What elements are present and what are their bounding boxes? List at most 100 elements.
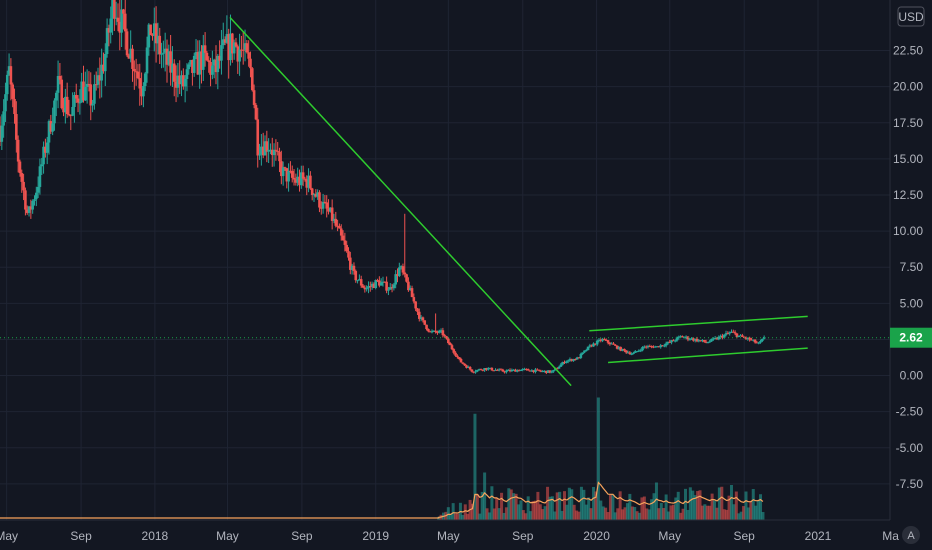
candle-body: [145, 47, 149, 74]
candle-body: [29, 206, 33, 210]
currency-button[interactable]: USD: [897, 6, 925, 27]
trendline-channel-upper[interactable]: [589, 315, 808, 332]
candle-body: [24, 190, 27, 210]
candle-body: [387, 289, 390, 291]
candle-body: [650, 346, 653, 348]
volume-bar: [679, 512, 683, 520]
candle-body: [4, 94, 7, 112]
candle-body: [666, 341, 670, 344]
candle-body: [470, 369, 474, 372]
candle-body: [127, 55, 131, 59]
candle-body: [84, 86, 87, 101]
candle-body: [459, 358, 463, 363]
candle-body: [688, 339, 692, 341]
candle-body: [523, 368, 526, 370]
candle-body: [639, 350, 643, 352]
trendline-downtrend[interactable]: [229, 16, 572, 387]
candle-body: [472, 371, 476, 373]
volume-ma-path: [0, 481, 764, 519]
candle-body: [174, 81, 178, 88]
volume-bar: [495, 497, 499, 520]
candle-body: [201, 45, 205, 70]
candle-body: [205, 52, 209, 61]
candle-body: [290, 170, 294, 178]
auto-scale-button[interactable]: A: [902, 526, 920, 544]
price-tick-label: 0.00: [900, 369, 924, 383]
candle-body: [744, 337, 748, 339]
volume-bar: [480, 491, 484, 520]
candle-body: [120, 9, 123, 33]
candle-body: [123, 13, 127, 32]
volume-bar: [635, 511, 639, 520]
candle-body: [450, 345, 454, 350]
candle-body: [62, 108, 65, 113]
candle-body: [750, 339, 753, 341]
price-scale[interactable]: [890, 0, 932, 550]
candle-body: [80, 81, 83, 103]
volume-bar: [524, 513, 528, 520]
candle-body: [294, 179, 298, 183]
price-tick-label: 7.50: [900, 260, 924, 274]
candle-body: [345, 244, 348, 252]
volume-bar: [555, 492, 559, 520]
candle-body: [661, 345, 664, 347]
volume-bar: [654, 482, 658, 520]
candle-body: [632, 352, 635, 354]
volume-bar: [642, 496, 646, 520]
candle-body: [309, 175, 312, 189]
candle-body: [281, 167, 285, 177]
candle-body: [327, 208, 330, 212]
candle-body: [111, 0, 114, 19]
candle-body: [51, 123, 54, 132]
candle-body: [182, 75, 185, 87]
candle-body: [374, 280, 378, 289]
candle-body: [0, 125, 4, 142]
candle-body: [565, 361, 568, 363]
volume-bar: [739, 511, 743, 520]
candle-body: [125, 31, 129, 56]
candle-body: [189, 59, 192, 65]
candle-body: [74, 94, 78, 99]
trendline-channel-lower[interactable]: [608, 347, 808, 364]
candle-body: [354, 270, 358, 281]
volume-bar: [625, 503, 629, 520]
candle-body: [652, 346, 655, 348]
candle-body: [261, 146, 265, 156]
volume-bar: [446, 507, 450, 520]
candle-body: [403, 272, 407, 275]
candle-body: [285, 168, 289, 182]
candle-body: [437, 330, 441, 333]
candle-body: [427, 329, 430, 332]
candle-body: [25, 209, 29, 213]
time-scale-ticks[interactable]: May Sep 2018 May Sep 2019 May Sep 2020 May Sep 2021…: [0, 529, 899, 543]
candle-body: [637, 350, 641, 352]
candle-body: [731, 331, 735, 333]
candle-body: [546, 370, 550, 373]
candle-body: [590, 345, 594, 347]
candle-body: [641, 347, 644, 351]
candle-body: [211, 65, 214, 75]
candle-body: [748, 337, 751, 340]
volume-bar: [454, 513, 458, 520]
candle-body: [301, 172, 305, 179]
candle-body: [176, 75, 180, 88]
candle-body: [552, 369, 555, 372]
volume-bar: [451, 503, 455, 520]
candle-body: [486, 368, 490, 370]
candle-body: [721, 335, 724, 338]
candle-body: [65, 96, 69, 115]
candle-body: [376, 280, 379, 282]
volume-bar: [485, 508, 489, 520]
volume-bar: [657, 508, 661, 520]
volume-bar: [623, 507, 627, 520]
volume-bars: [437, 397, 765, 520]
candle-body: [339, 228, 343, 236]
candle-body: [218, 55, 221, 61]
candle-body: [577, 357, 581, 359]
candle-body: [425, 324, 428, 330]
volume-bar: [698, 490, 702, 520]
trendlines[interactable]: [229, 16, 808, 387]
volume-bar: [478, 513, 482, 520]
candle-body: [7, 66, 11, 75]
